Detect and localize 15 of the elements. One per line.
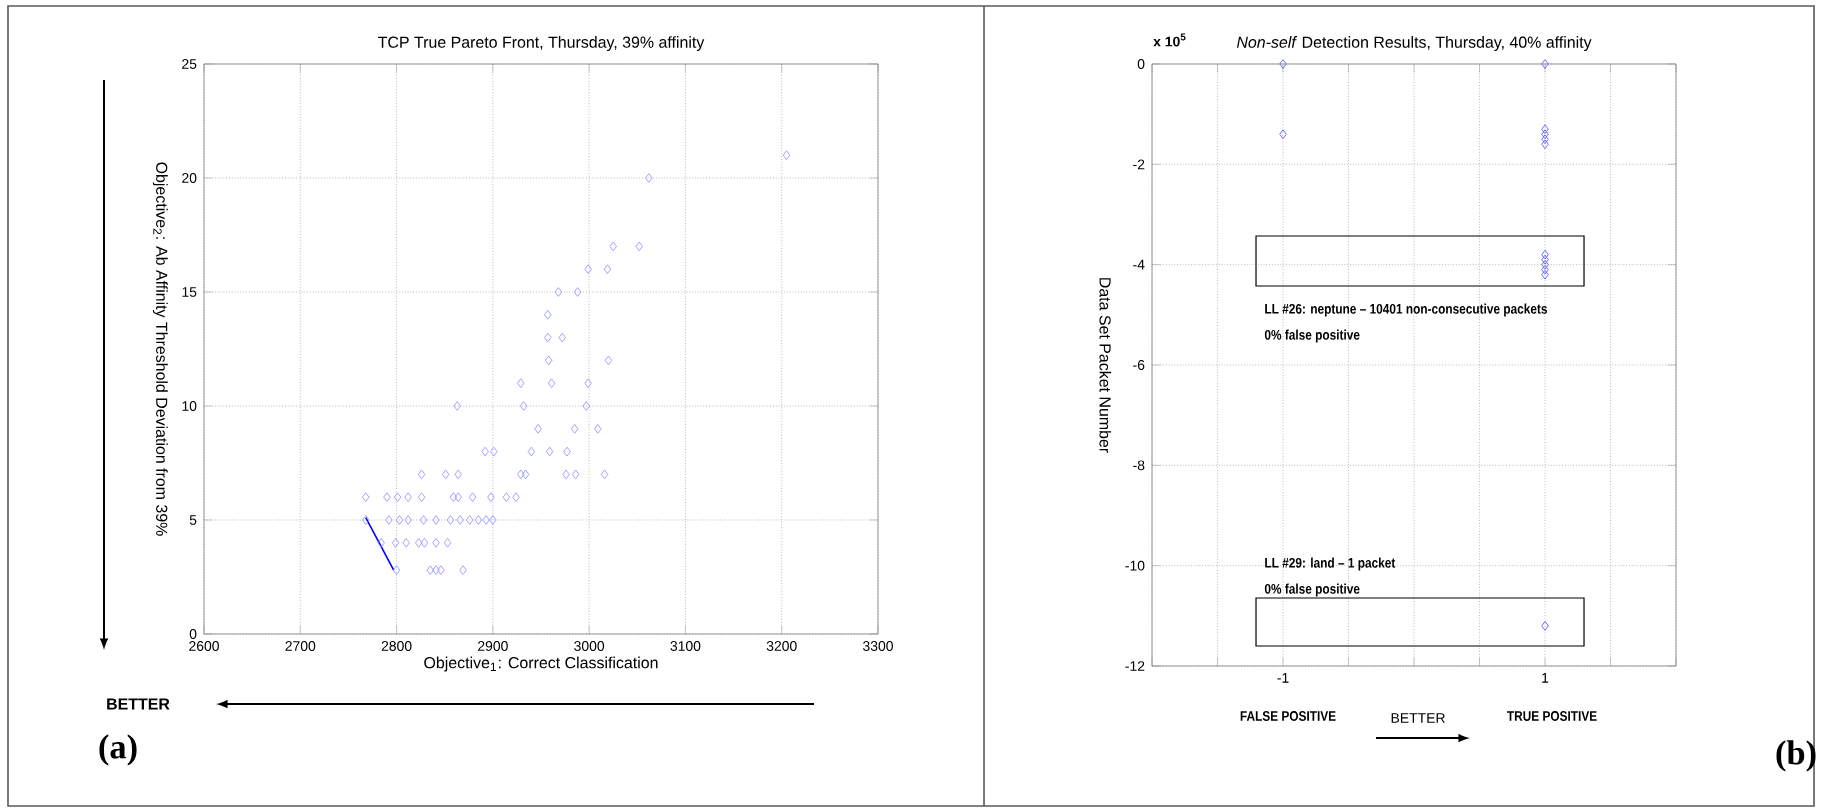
point xyxy=(1279,59,1287,69)
text: (a) xyxy=(99,734,137,766)
point xyxy=(1541,249,1549,260)
point xyxy=(1541,124,1549,134)
point xyxy=(1541,129,1549,140)
text: (b) xyxy=(1776,740,1816,772)
point xyxy=(1541,254,1549,265)
point xyxy=(1541,621,1549,631)
point xyxy=(1541,139,1549,150)
point xyxy=(1279,129,1287,140)
point xyxy=(1541,264,1549,275)
point xyxy=(1541,59,1549,69)
point xyxy=(1541,259,1549,270)
point xyxy=(1541,269,1549,280)
point xyxy=(1541,134,1549,145)
